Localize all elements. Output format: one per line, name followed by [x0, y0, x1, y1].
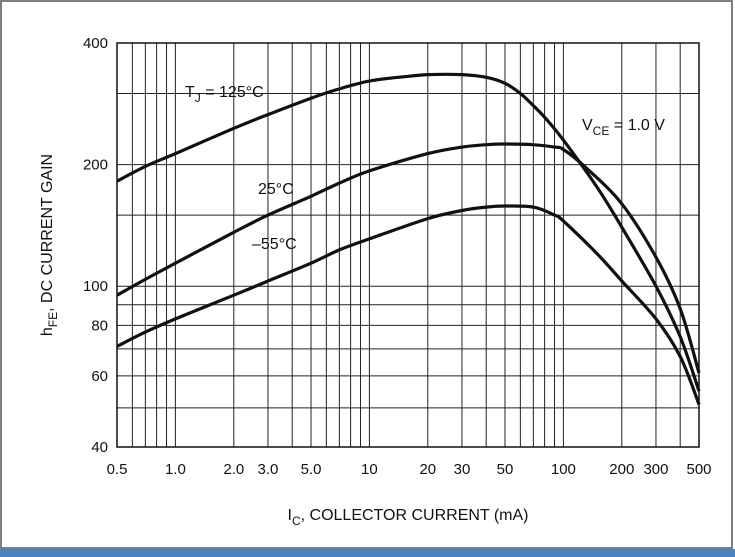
plot-border: [116, 42, 700, 448]
series-label-25c: 25°C: [258, 181, 294, 198]
y-tick-label: 40: [91, 439, 108, 456]
series-label-125c: TJ = 125°C: [185, 84, 264, 105]
series-curves: [116, 72, 701, 405]
y-tick-labels: 40 60 80 100 200 400: [83, 35, 108, 456]
x-tick-label: 10: [361, 461, 378, 478]
x-tick-label: 50: [497, 461, 514, 478]
x-tick-label: 200: [609, 461, 634, 478]
x-tick-label: 5.0: [301, 461, 322, 478]
x-tick-label: 20: [419, 461, 436, 478]
series-curve-minus55c: [116, 204, 701, 405]
x-tick-label: 500: [686, 461, 711, 478]
y-tick-label: 80: [91, 317, 108, 334]
x-tick-label: 2.0: [223, 461, 244, 478]
y-tick-label: 60: [91, 368, 108, 385]
y-tick-label: 400: [83, 35, 108, 52]
series-label-minus55c: –55°C: [252, 236, 297, 253]
x-axis-label: IC, COLLECTOR CURRENT (mA): [288, 507, 529, 528]
x-tick-label: 0.5: [107, 461, 128, 478]
x-tick-label: 100: [551, 461, 576, 478]
bottom-accent-bar: [0, 549, 735, 557]
series-curve-125c: [116, 72, 701, 392]
y-tick-label: 100: [83, 278, 108, 295]
x-tick-label: 30: [454, 461, 471, 478]
x-tick-label: 300: [643, 461, 668, 478]
x-tick-labels: 0.5 1.0 2.0 3.0 5.0 10 20 30 50 100 200 300 500: [107, 461, 712, 478]
vce-annotation: VCE = 1.0 V: [582, 117, 665, 138]
x-tick-label: 1.0: [165, 461, 186, 478]
series-curve-25c: [116, 142, 701, 374]
x-tick-label: 3.0: [258, 461, 279, 478]
grid-lines: [117, 43, 699, 447]
y-tick-label: 200: [83, 157, 108, 174]
y-axis-label: hFE, DC CURRENT GAIN: [39, 154, 60, 336]
